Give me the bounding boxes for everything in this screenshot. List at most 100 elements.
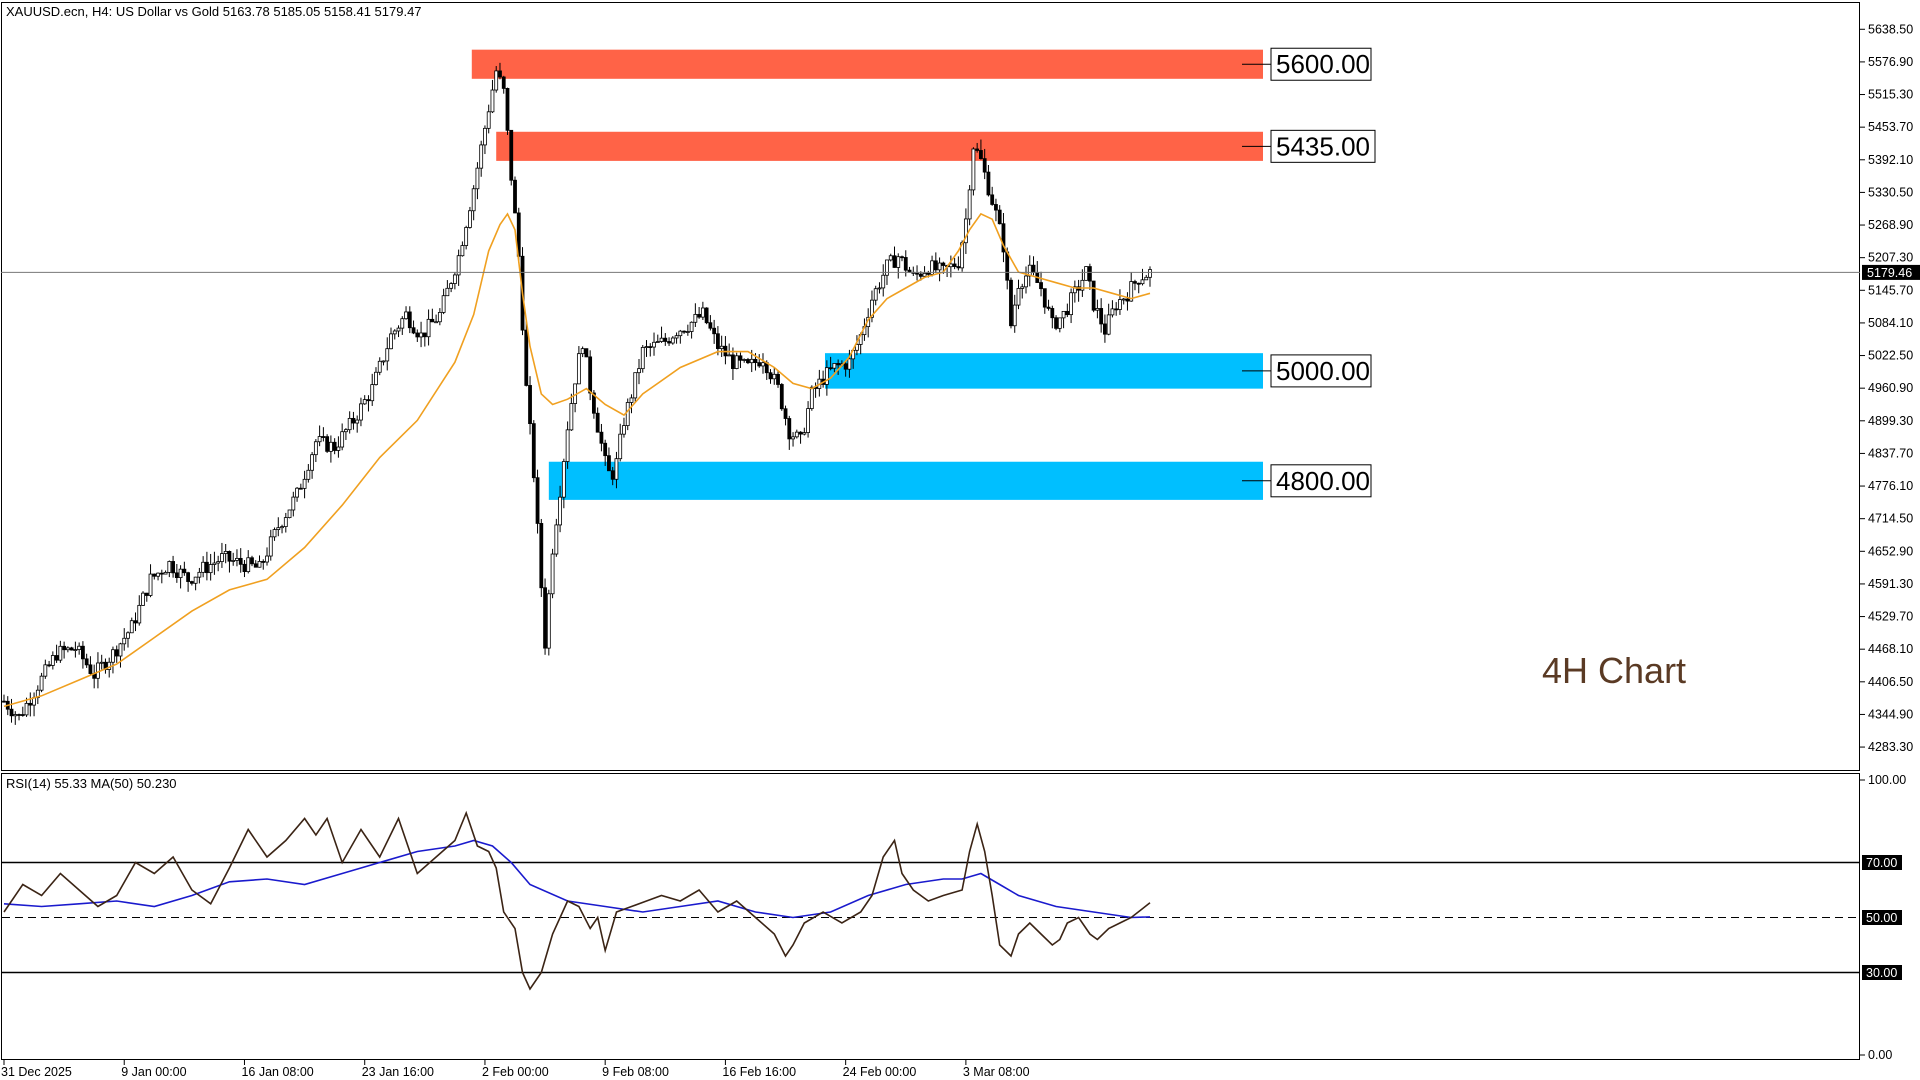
- candle-body: [610, 470, 615, 480]
- candle-body: [65, 647, 70, 651]
- candle-body: [287, 509, 292, 519]
- candle-body: [111, 649, 115, 663]
- candle-body: [43, 664, 48, 677]
- chart-note: 4H Chart: [1542, 650, 1686, 691]
- candle-body: [235, 557, 239, 561]
- candle-body: [716, 333, 720, 349]
- candle-body: [689, 321, 694, 332]
- candle-body: [783, 408, 788, 419]
- candle-body: [1001, 223, 1006, 253]
- candle-body: [220, 553, 224, 562]
- candle-body: [197, 571, 202, 578]
- candle-body: [129, 620, 134, 634]
- candle-body: [238, 557, 243, 565]
- candle-body: [58, 645, 63, 661]
- candle-body: [295, 487, 299, 498]
- candle-body: [441, 295, 446, 313]
- price-tick-label: 4529.70: [1868, 610, 1913, 624]
- candle-body: [693, 313, 698, 323]
- candle-body: [494, 70, 499, 91]
- price-tick-label: 5330.50: [1868, 185, 1913, 199]
- price-tick-label: 4652.90: [1868, 544, 1913, 558]
- zone-band: [548, 461, 1263, 500]
- rsi-axis[interactable]: 100.00 70.00 50.00 30.00 0.00: [1860, 773, 1906, 1062]
- price-tick-label: 4468.10: [1868, 642, 1913, 656]
- candle-body: [847, 358, 852, 370]
- candle-body: [1054, 317, 1058, 329]
- candle-body: [434, 321, 438, 324]
- candle-body: [344, 429, 348, 433]
- candle-body: [794, 431, 799, 438]
- candle-body: [28, 702, 33, 706]
- candle-body: [535, 477, 540, 524]
- candle-body: [975, 148, 980, 151]
- candle-body: [460, 245, 465, 257]
- candle-body: [392, 330, 397, 335]
- candle-body: [468, 210, 472, 228]
- candle-body: [24, 702, 29, 716]
- candle-body: [347, 417, 352, 431]
- candle-body: [268, 536, 273, 557]
- candle-body: [546, 593, 551, 649]
- candle-body: [731, 354, 735, 369]
- candle-body: [531, 423, 536, 479]
- candle-body: [742, 359, 747, 361]
- candle-body: [877, 287, 882, 290]
- candle-body: [674, 335, 679, 339]
- candle-body: [892, 255, 897, 268]
- candle-body: [565, 429, 570, 462]
- candle-body: [663, 337, 668, 342]
- candle-body: [1046, 306, 1051, 309]
- candle-body: [948, 263, 953, 268]
- time-tick-label: 16 Feb 16:00: [722, 1065, 796, 1079]
- candle-body: [832, 363, 837, 369]
- candle-body: [321, 436, 326, 438]
- rsi-label: RSI(14) 55.33 MA(50) 50.230: [6, 776, 177, 791]
- price-axis[interactable]: 5638.50 5576.90 5515.30 5453.70 5392.10 5330.…: [1860, 22, 1913, 754]
- candle-body: [667, 341, 671, 344]
- candle-body: [400, 318, 405, 329]
- candle-body: [1080, 279, 1085, 291]
- price-tick-label: 4283.30: [1868, 740, 1913, 754]
- candle-body: [204, 561, 209, 574]
- candle-body: [682, 330, 686, 333]
- candle-body: [1136, 282, 1141, 285]
- candle-body: [152, 573, 157, 577]
- candle-body: [885, 259, 889, 276]
- candle-body: [990, 194, 995, 205]
- candle-body: [1065, 310, 1070, 316]
- candle-body: [193, 576, 198, 584]
- candle-body: [994, 204, 998, 211]
- candle-body: [1042, 288, 1047, 308]
- candle-body: [306, 469, 311, 480]
- candle-body: [888, 255, 893, 261]
- candle-body: [1144, 276, 1149, 281]
- candle-body: [896, 256, 901, 268]
- candle-body: [73, 649, 78, 651]
- time-axis[interactable]: 31 Dec 2025 9 Jan 00:00 16 Jan 08:00 23 Jan…: [1, 1060, 1030, 1079]
- candle-body: [652, 341, 656, 348]
- candle-body: [325, 436, 330, 452]
- candle-body: [1118, 299, 1122, 310]
- candle-body: [614, 458, 619, 480]
- candle-body: [1050, 308, 1055, 319]
- candle-body: [569, 403, 574, 431]
- zone-label-box: [1270, 129, 1376, 163]
- candle-body: [479, 144, 484, 169]
- candle-body: [1057, 317, 1062, 329]
- zone-band: [496, 131, 1263, 161]
- candle-body: [359, 403, 363, 421]
- candle-body: [246, 557, 251, 573]
- price-tick-label: 4406.50: [1868, 675, 1913, 689]
- candle-body: [836, 363, 841, 366]
- candle-body: [366, 399, 371, 402]
- rsi-tick-label: 30.00: [1866, 966, 1897, 980]
- candle-body: [603, 442, 608, 457]
- candle-body: [700, 307, 705, 318]
- candle-body: [332, 441, 337, 451]
- price-tick-label: 5515.30: [1868, 88, 1913, 102]
- candle-body: [1110, 308, 1115, 316]
- candle-body: [9, 708, 14, 717]
- candle-body: [982, 158, 987, 173]
- candle-body: [242, 563, 247, 573]
